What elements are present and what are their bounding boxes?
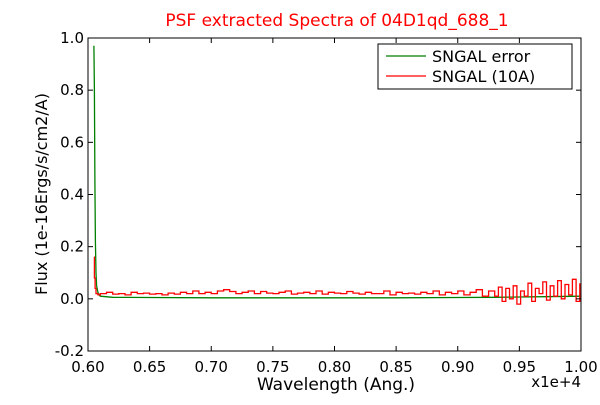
x-tick-label: 0.60 xyxy=(71,358,104,376)
x-tick-label: 0.80 xyxy=(318,358,351,376)
y-tick-label: 0.8 xyxy=(60,81,84,99)
legend-label-sngal-10a: SNGAL (10A) xyxy=(432,67,535,86)
y-tick-label: 1.0 xyxy=(60,29,84,47)
x-axis-label: Wavelength (Ang.) xyxy=(257,375,415,395)
y-tick-label: 0.2 xyxy=(60,238,84,256)
plot-layer xyxy=(93,45,582,305)
x-tick-label: 1.00 xyxy=(564,358,597,376)
x-tick-label: 0.65 xyxy=(133,358,166,376)
x-tick-label: 0.95 xyxy=(503,358,536,376)
series-line-sngal-10a xyxy=(93,256,581,305)
series-line-sngal-error xyxy=(93,45,582,299)
y-tick-label: -0.2 xyxy=(55,342,84,360)
x-tick-label: 0.85 xyxy=(379,358,412,376)
chart-title: PSF extracted Spectra of 04D1qd_688_1 xyxy=(165,11,508,31)
legend-box xyxy=(377,43,573,90)
legend-label-sngal-error: SNGAL error xyxy=(432,47,531,66)
axis-layer: 0.60 0.65 0.70 0.75 0.80 0.85 0.90 0.95 1.00 -0.2… xyxy=(55,29,598,376)
legend: SNGAL error SNGAL (10A) xyxy=(377,43,573,90)
y-axis-label: Flux (1e-16Ergs/s/cm2/A) xyxy=(32,93,51,295)
y-tick-label: 0.4 xyxy=(60,186,84,204)
y-tick-label: 0.6 xyxy=(60,133,84,151)
y-tick-label: 0.0 xyxy=(60,290,84,308)
x-tick-label: 0.90 xyxy=(441,358,474,376)
x-multiplier-label: x1e+4 xyxy=(531,373,581,391)
x-tick-label: 0.75 xyxy=(256,358,289,376)
x-tick-label: 0.70 xyxy=(195,358,228,376)
